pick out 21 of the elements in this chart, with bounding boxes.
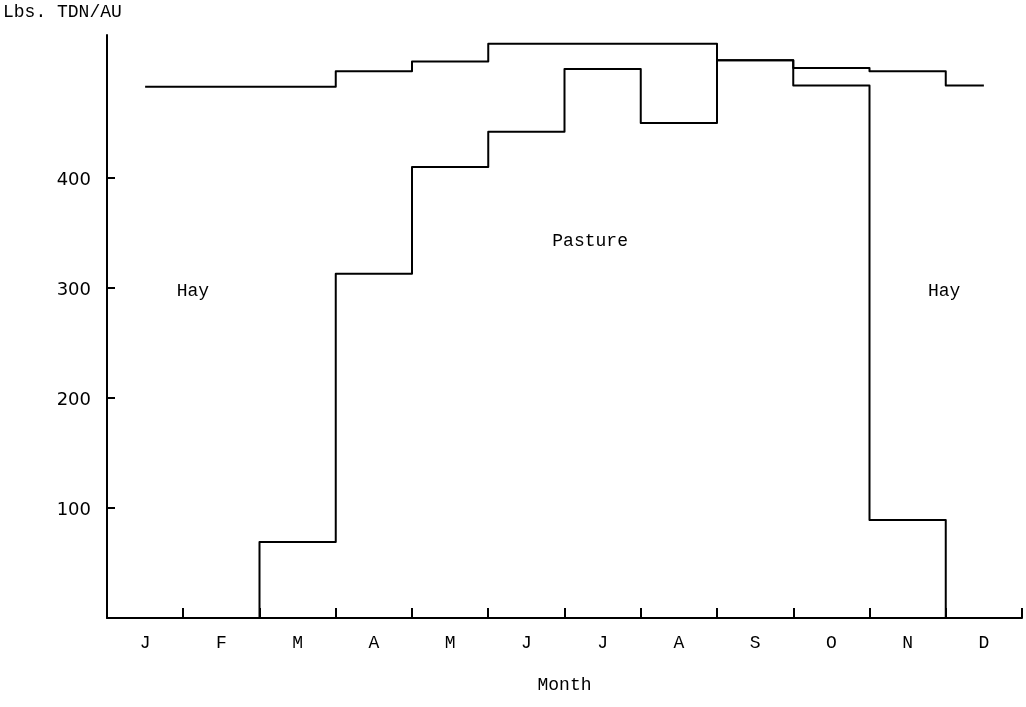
x-tick-label: O <box>825 633 837 653</box>
x-tick-label: S <box>749 633 761 653</box>
x-tick-label: A <box>673 633 685 653</box>
x-tick-label: J <box>520 633 532 653</box>
x-tick-label: A <box>368 633 380 653</box>
x-tick-label: F <box>215 633 227 653</box>
x-tick-label: M <box>292 633 304 653</box>
annotation: Hay <box>176 281 210 302</box>
y-tick-label: 200 <box>56 387 91 409</box>
x-tick-label: N <box>902 633 914 653</box>
y-tick-label: 400 <box>56 167 91 189</box>
x-tick-label: D <box>978 633 990 653</box>
x-tick-label: J <box>597 633 609 653</box>
y-axis-title: Lbs. TDN/AU <box>3 2 122 22</box>
x-tick-label: J <box>139 633 151 653</box>
x-tick-label: M <box>444 633 456 653</box>
y-tick-label: 300 <box>56 277 91 299</box>
annotation: Hay <box>927 281 961 302</box>
x-axis-title: Month <box>537 675 592 695</box>
y-tick-label: 100 <box>56 497 91 519</box>
annotation: Pasture <box>552 231 628 252</box>
